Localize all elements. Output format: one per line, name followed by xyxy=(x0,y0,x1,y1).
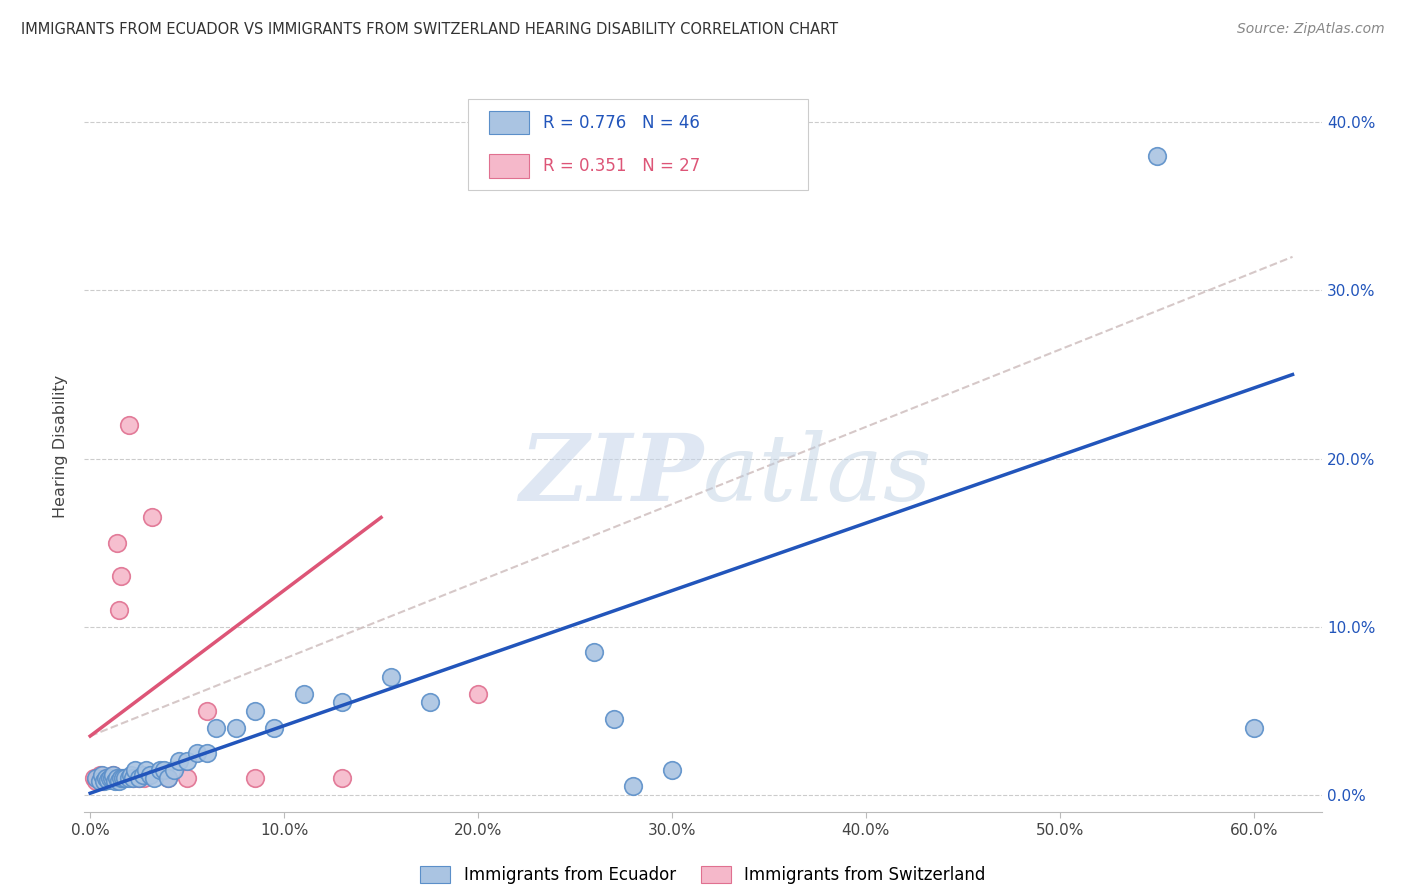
Point xyxy=(124,763,146,777)
Point xyxy=(128,771,150,785)
Point xyxy=(114,771,136,785)
FancyBboxPatch shape xyxy=(489,154,529,178)
Point xyxy=(104,774,127,789)
Point xyxy=(621,780,644,794)
Point xyxy=(243,704,266,718)
Text: atlas: atlas xyxy=(703,430,932,520)
Point xyxy=(87,771,110,785)
Point xyxy=(89,768,111,782)
Point xyxy=(169,754,191,768)
Point xyxy=(89,774,111,789)
Point xyxy=(98,771,121,785)
Point xyxy=(112,771,135,785)
Point xyxy=(153,763,176,777)
Point xyxy=(120,768,142,782)
Text: IMMIGRANTS FROM ECUADOR VS IMMIGRANTS FROM SWITZERLAND HEARING DISABILITY CORREL: IMMIGRANTS FROM ECUADOR VS IMMIGRANTS FR… xyxy=(21,22,838,37)
Point xyxy=(97,771,120,785)
Text: ZIP: ZIP xyxy=(519,430,703,520)
Point xyxy=(141,510,163,524)
Point xyxy=(661,763,683,777)
Point xyxy=(97,772,120,787)
Point xyxy=(103,768,125,782)
Point xyxy=(243,771,266,785)
Point xyxy=(143,771,166,785)
Point xyxy=(186,746,208,760)
Point xyxy=(90,774,112,789)
Text: Source: ZipAtlas.com: Source: ZipAtlas.com xyxy=(1237,22,1385,37)
Point xyxy=(467,687,489,701)
Point xyxy=(583,645,606,659)
Point xyxy=(603,712,626,726)
Point xyxy=(149,763,172,777)
Point xyxy=(108,774,131,789)
Point xyxy=(84,771,107,785)
Point xyxy=(110,569,132,583)
Point xyxy=(103,768,125,782)
Legend: Immigrants from Ecuador, Immigrants from Switzerland: Immigrants from Ecuador, Immigrants from… xyxy=(420,865,986,884)
Point xyxy=(93,774,115,789)
Point xyxy=(83,771,105,785)
Point xyxy=(121,771,143,785)
Point xyxy=(330,771,353,785)
Point xyxy=(100,771,122,785)
Point xyxy=(131,768,153,782)
Point xyxy=(121,771,143,785)
Point xyxy=(176,771,198,785)
Point xyxy=(263,721,285,735)
Point xyxy=(104,771,127,785)
Point xyxy=(195,704,218,718)
Point xyxy=(135,763,157,777)
Point xyxy=(419,695,441,709)
Point xyxy=(292,687,315,701)
Point xyxy=(176,754,198,768)
Point xyxy=(94,771,117,785)
Point xyxy=(105,771,128,785)
Point xyxy=(93,771,115,785)
Point xyxy=(90,768,112,782)
Point xyxy=(110,771,132,785)
Point xyxy=(205,721,228,735)
Y-axis label: Hearing Disability: Hearing Disability xyxy=(53,375,69,517)
Point xyxy=(108,603,131,617)
FancyBboxPatch shape xyxy=(468,99,808,190)
Point xyxy=(94,771,117,785)
Point xyxy=(139,768,162,782)
Point xyxy=(195,746,218,760)
Point xyxy=(105,535,128,549)
Point xyxy=(1146,149,1168,163)
Text: R = 0.351   N = 27: R = 0.351 N = 27 xyxy=(543,157,700,175)
Point xyxy=(380,670,402,684)
Point xyxy=(118,771,141,785)
Point xyxy=(134,771,156,785)
Point xyxy=(156,771,179,785)
Text: R = 0.776   N = 46: R = 0.776 N = 46 xyxy=(543,113,700,132)
FancyBboxPatch shape xyxy=(489,111,529,135)
Point xyxy=(225,721,247,735)
Point xyxy=(1243,721,1265,735)
Point xyxy=(156,771,179,785)
Point xyxy=(114,771,136,785)
Point xyxy=(128,771,150,785)
Point xyxy=(84,774,107,789)
Point xyxy=(98,771,121,785)
Point xyxy=(330,695,353,709)
Point xyxy=(162,763,184,777)
Point xyxy=(118,417,141,432)
Point xyxy=(100,771,122,785)
